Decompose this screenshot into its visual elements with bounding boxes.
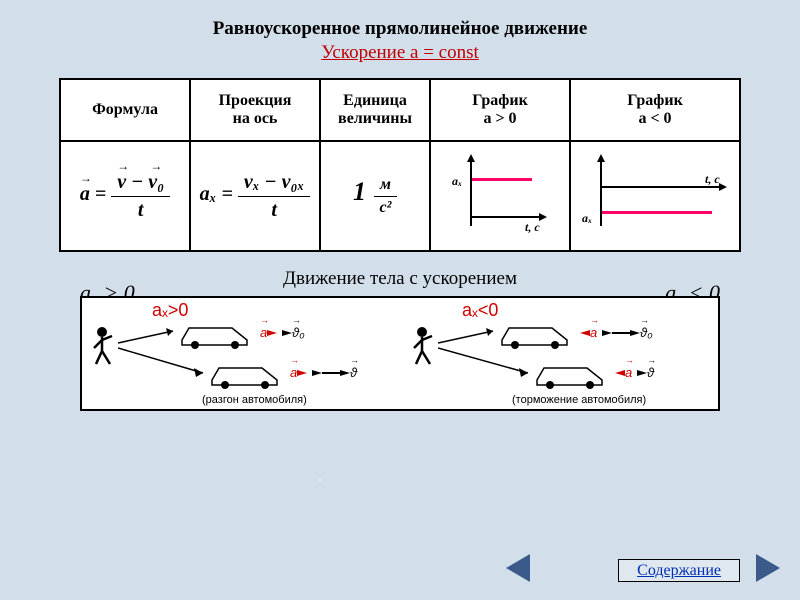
cell-projection: aₓ = vₓ − v₀ₓ t xyxy=(190,141,320,251)
guide-arrows-icon xyxy=(438,328,536,388)
th-unit: Единица величины xyxy=(320,79,430,141)
table-header-row: Формула Проекция на ось Единица величины… xyxy=(60,79,740,141)
cell-unit: 1 м с² xyxy=(320,141,430,251)
caption-left: (разгон автомобиля) xyxy=(202,394,307,406)
table-data-row: a = v − v₀ t aₓ = vₓ − v₀ₓ t 1 м с² xyxy=(60,141,740,251)
th-projection: Проекция на ось xyxy=(190,79,320,141)
nav-prev-icon[interactable] xyxy=(506,554,530,582)
th-graph-neg: График a < 0 xyxy=(570,79,740,141)
page-subtitle: Ускорение a = const xyxy=(0,42,800,64)
guide-arrows-icon xyxy=(118,328,208,388)
main-table: Формула Проекция на ось Единица величины… xyxy=(59,78,741,252)
nav-next-icon[interactable] xyxy=(756,554,780,582)
caption-right: (торможение автомобиля) xyxy=(512,394,646,406)
th-graph-pos: График a > 0 xyxy=(430,79,570,141)
illustration-panel: aₓ>0 aₓ<0 a ϑ₀ a ϑ (разгон автомобиля) a… xyxy=(80,296,720,411)
cell-chart-positive: aₓ t, c xyxy=(430,141,570,251)
illus-label-left: aₓ>0 xyxy=(152,300,188,321)
cell-formula: a = v − v₀ t xyxy=(60,141,190,251)
car-icon xyxy=(207,360,287,390)
contents-link[interactable]: Содержание xyxy=(618,559,740,582)
illus-label-right: aₓ<0 xyxy=(462,300,498,321)
th-formula: Формула xyxy=(60,79,190,141)
cell-chart-negative: aₓ t, c xyxy=(570,141,740,251)
page-title: Равноускоренное прямолинейное движение xyxy=(0,0,800,40)
car-icon xyxy=(532,360,612,390)
